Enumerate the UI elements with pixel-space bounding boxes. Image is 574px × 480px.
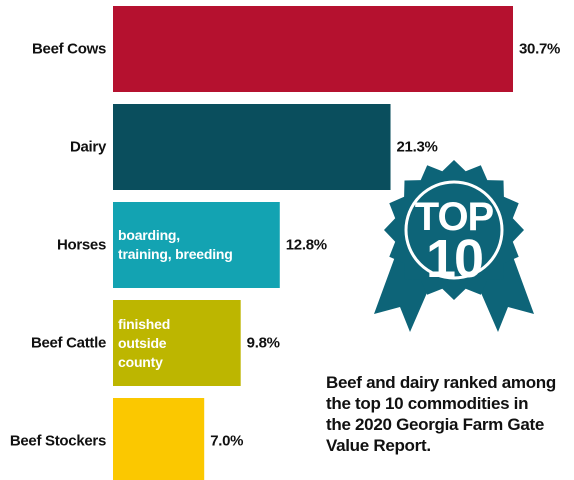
category-label: Beef Cattle bbox=[30, 334, 106, 352]
bar-beef-stockers bbox=[113, 398, 205, 480]
chart-caption: Beef and dairy ranked among the top 10 c… bbox=[326, 373, 556, 455]
bar-annotation: boarding, training, breeding bbox=[118, 227, 233, 262]
badge-number-text: 10 bbox=[425, 229, 484, 289]
value-label: 9.8% bbox=[246, 334, 280, 352]
top-10-badge-icon bbox=[374, 160, 534, 332]
badge-top-text: TOP bbox=[414, 195, 495, 239]
category-label: Horses bbox=[56, 236, 106, 254]
value-label: 7.0% bbox=[210, 432, 244, 450]
value-label: 12.8% bbox=[285, 236, 327, 254]
bar-dairy bbox=[113, 104, 391, 190]
value-label: 21.3% bbox=[396, 138, 438, 156]
bar-annotation: finished outside county bbox=[118, 315, 171, 370]
category-label: Beef Stockers bbox=[9, 432, 106, 450]
category-label: Dairy bbox=[69, 138, 106, 156]
value-label: 30.7% bbox=[519, 40, 561, 58]
bar-beef-cows bbox=[113, 6, 513, 92]
category-label: Beef Cows bbox=[32, 40, 106, 58]
bar-beef-cattle bbox=[113, 300, 241, 386]
bar-horses bbox=[113, 202, 280, 288]
